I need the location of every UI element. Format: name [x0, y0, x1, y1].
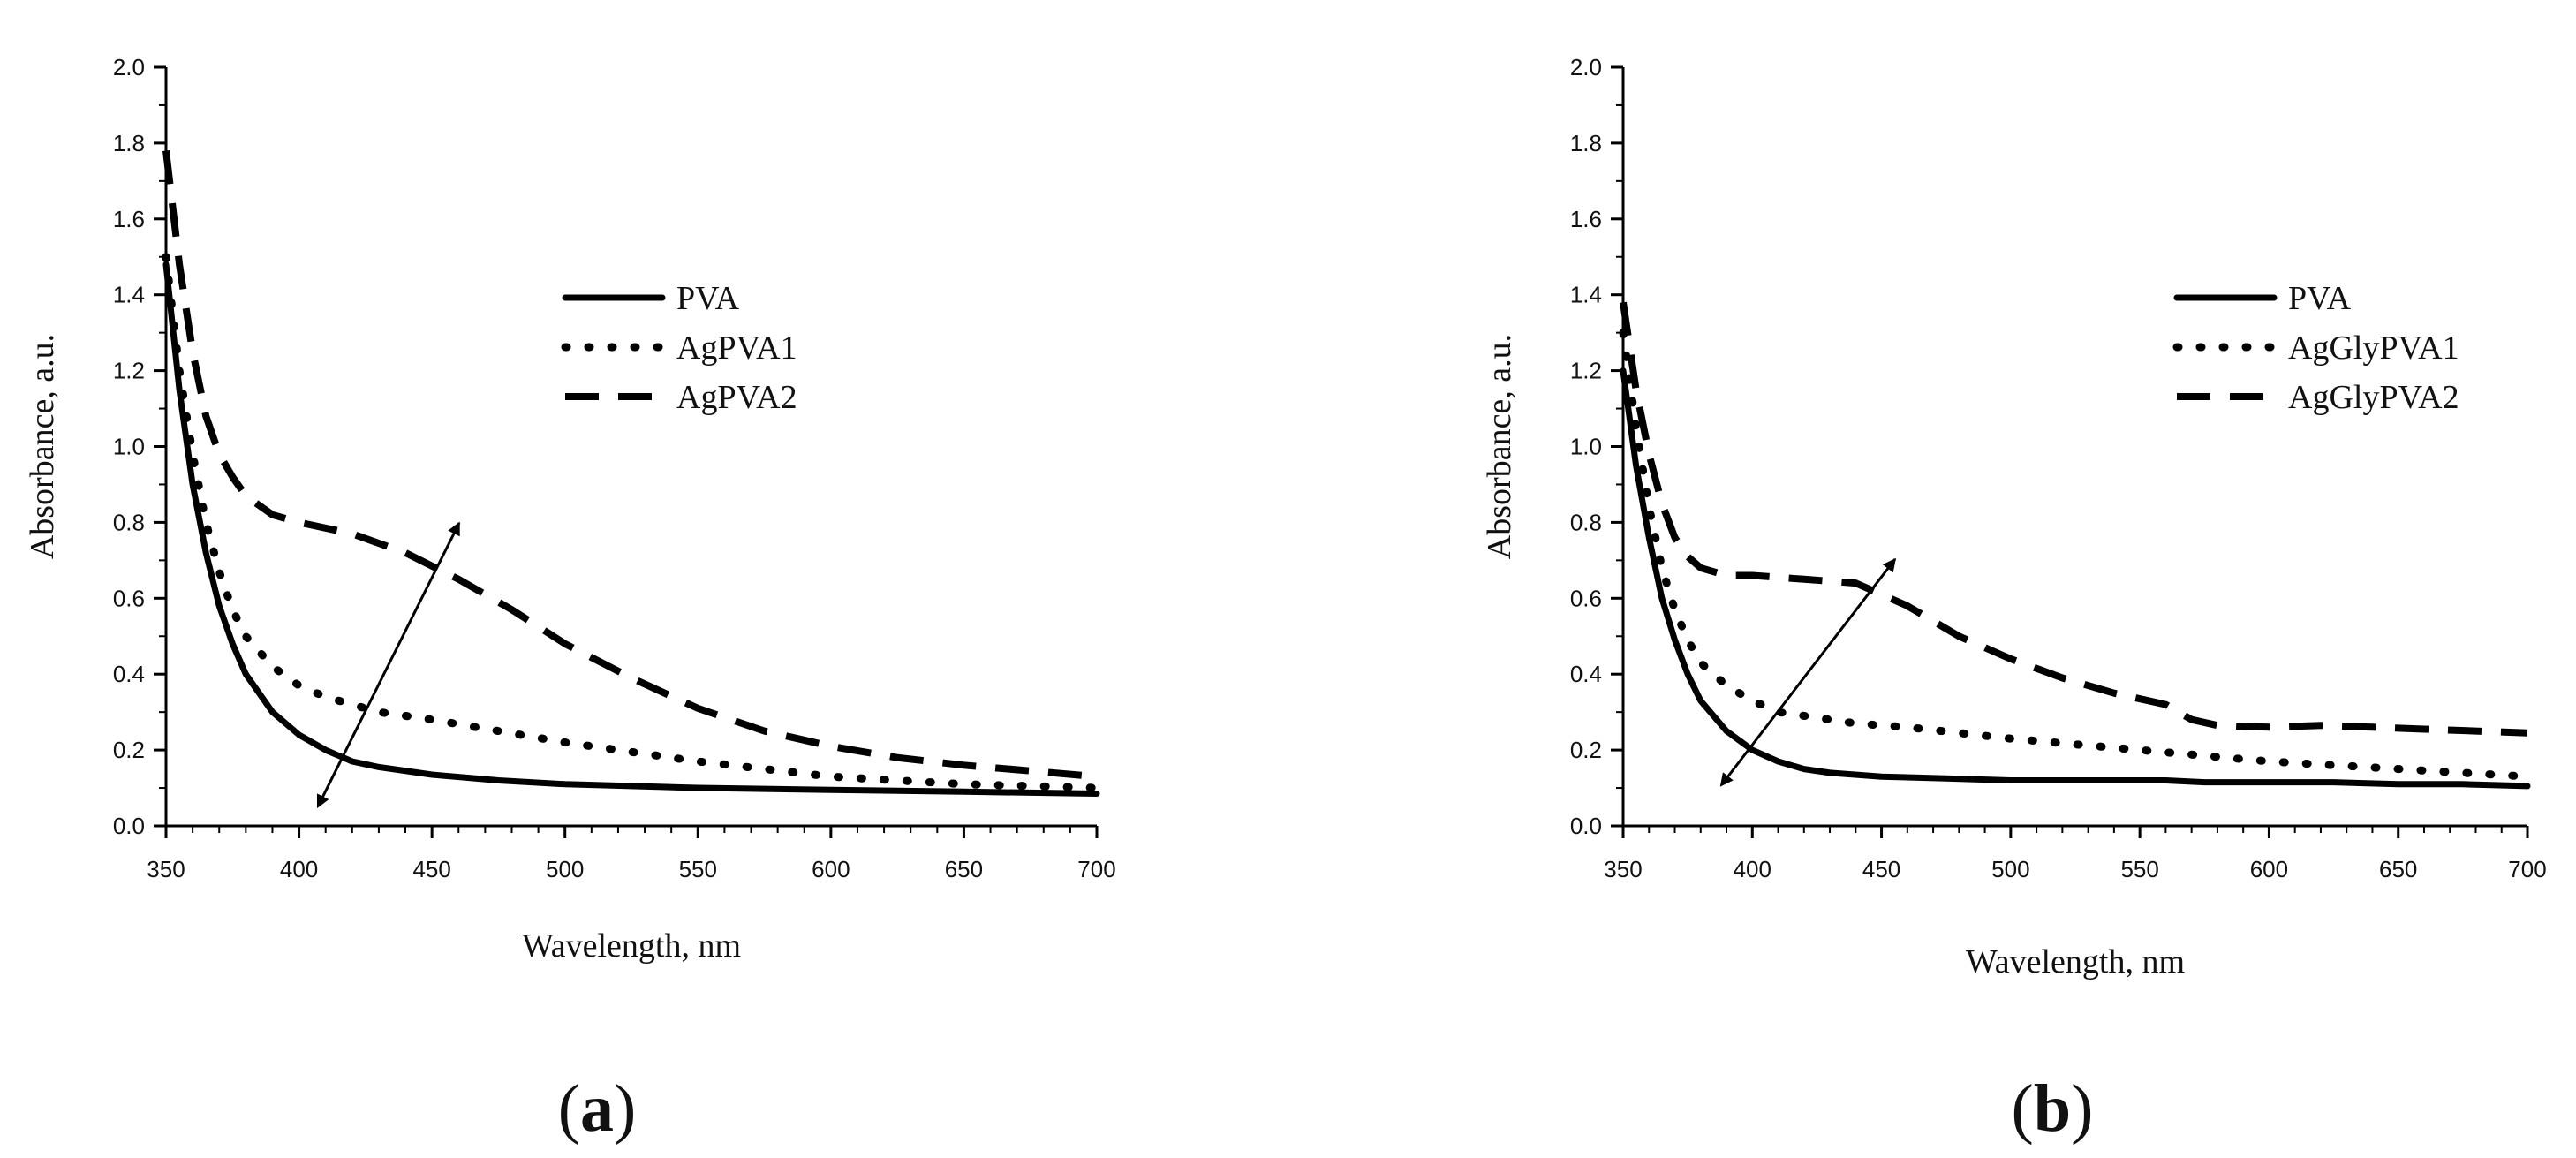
x-tick-label: 450 — [1862, 856, 1900, 882]
x-tick-label: 650 — [945, 856, 983, 882]
x-tick-label: 600 — [2250, 856, 2288, 882]
y-tick-label: 1.8 — [113, 130, 145, 156]
trend-arrow — [316, 521, 461, 809]
y-tick-label: 0.2 — [113, 737, 145, 763]
x-tick-label: 450 — [412, 856, 450, 882]
y-tick-label: 2.0 — [1570, 54, 1602, 80]
series-line-agpva2 — [162, 150, 1098, 781]
series-line-agglypva2 — [1620, 301, 2528, 737]
x-tick-label: 600 — [812, 856, 850, 882]
x-tick-label: 550 — [679, 856, 717, 882]
x-tick-label: 700 — [2508, 856, 2546, 882]
y-tick-label: 0.8 — [1570, 509, 1602, 535]
y-tick-label: 0.4 — [1570, 661, 1602, 687]
x-tick-label: 350 — [1604, 856, 1642, 882]
y-tick-label: 1.2 — [1570, 358, 1602, 384]
chart-panel-a: 0.0 0.2 0.4 0.6 0.8 1.0 1.2 1.4 1.6 1.8 2.0 350 400 4… — [24, 54, 1116, 1146]
x-tick-label: 650 — [2379, 856, 2417, 882]
x-tick-label: 500 — [1991, 856, 2029, 882]
y-tick-label: 0.0 — [1570, 813, 1602, 839]
y-tick-label: 0.4 — [113, 661, 145, 687]
panel-label: (b) — [2012, 1071, 2094, 1146]
x-tick-label: 400 — [1734, 856, 1771, 882]
x-axis-title: Wavelength, nm — [522, 927, 741, 965]
panel-label: (a) — [558, 1071, 637, 1146]
chart-panel-b: 0.0 0.2 0.4 0.6 0.8 1.0 1.2 1.4 1.6 1.8 2.0 350 400 4… — [1481, 54, 2547, 1146]
y-tick-label: 0.0 — [113, 813, 145, 839]
y-tick-label: 1.4 — [1570, 282, 1602, 308]
y-axis-title: Absorbance, a.u. — [24, 334, 61, 559]
trend-arrow — [1719, 557, 1897, 787]
y-tick-label: 0.6 — [1570, 585, 1602, 611]
series-line-agglypva1 — [1619, 329, 2532, 781]
x-tick-label: 700 — [1077, 856, 1115, 882]
x-tick-label: 400 — [280, 856, 318, 882]
y-tick-label: 1.0 — [113, 434, 145, 460]
y-tick-label: 0.2 — [1570, 737, 1602, 763]
y-tick-label: 1.8 — [1570, 130, 1602, 156]
legend-label-agpva1: AgPVA1 — [676, 329, 797, 367]
x-tick-label: 500 — [546, 856, 584, 882]
y-axis-title: Absorbance, a.u. — [1481, 334, 1518, 559]
y-tick-label: 1.0 — [1570, 434, 1602, 460]
y-tick-label: 0.8 — [113, 509, 145, 535]
y-tick-label: 2.0 — [113, 54, 145, 80]
y-tick-label: 1.6 — [1570, 206, 1602, 232]
y-tick-label: 1.2 — [113, 358, 145, 384]
legend-label-agglypva2: AgGlyPVA2 — [2288, 379, 2459, 416]
legend-label-agpva2: AgPVA2 — [676, 379, 797, 416]
legend-label-pva: PVA — [2288, 280, 2352, 317]
series-line-agpva1 — [162, 253, 1101, 792]
legend-label-agglypva1: AgGlyPVA1 — [2288, 329, 2459, 367]
y-tick-label: 0.6 — [113, 585, 145, 611]
x-axis-title: Wavelength, nm — [1966, 943, 2185, 980]
y-tick-label: 1.6 — [113, 206, 145, 232]
x-tick-label: 350 — [147, 856, 185, 882]
x-tick-label: 550 — [2120, 856, 2158, 882]
legend-label-pva: PVA — [676, 280, 740, 317]
series-line-pva — [162, 261, 1100, 797]
y-tick-label: 1.4 — [113, 282, 145, 308]
